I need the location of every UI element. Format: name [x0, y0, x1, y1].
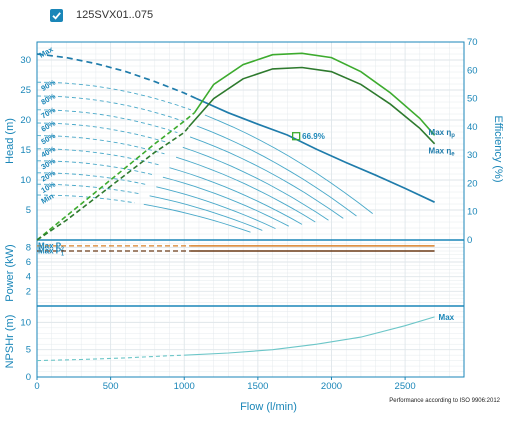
npshr-panel-frame: [36, 305, 465, 378]
speed-curve-label: 70%: [40, 105, 58, 120]
power-tick-label: 6: [26, 257, 31, 268]
speed-curve-dashed: [36, 109, 178, 134]
speed-curve-dashed: [36, 183, 141, 195]
max-head-curve-dashed: [36, 53, 197, 100]
npshr-axis-title: NPSHr (m): [4, 315, 16, 369]
x-tick-label: 1000: [174, 381, 195, 392]
head-tick-label: 30: [20, 55, 31, 66]
iso-footnote: Performance according to ISO 9906:2012: [389, 398, 500, 404]
head-tick-label: 25: [20, 85, 31, 96]
check-icon: [52, 12, 61, 20]
npshr-curve: [184, 316, 435, 356]
efficiency-max-curve: [193, 52, 436, 136]
speed-curve-dashed: [36, 172, 147, 185]
efficiency-max-label: Max ηp: [429, 128, 456, 139]
power-line-label: Max P2: [38, 241, 64, 252]
efficiency-max-curve-dashed: [36, 112, 196, 241]
efficiency-tick-label: 10: [467, 207, 478, 218]
max-speed-label: Max: [38, 44, 56, 60]
npshr-max-label: Max: [439, 313, 455, 322]
speed-curve-dashed: [36, 122, 171, 144]
speed-curve: [204, 114, 373, 214]
speed-curve: [149, 195, 263, 231]
npshr-tick-label: 0: [26, 372, 31, 383]
speed-curve-label: 80%: [40, 91, 58, 106]
npshr-curve-dashed: [36, 354, 185, 362]
top-bar: 125SVX01..075: [0, 0, 512, 32]
speed-curve-label: 40%: [40, 144, 58, 159]
speed-curve: [175, 156, 316, 223]
efficiency-tick-label: 40: [467, 122, 478, 133]
speed-curve-label: Min: [40, 191, 56, 205]
max-head-curve: [195, 97, 435, 203]
speed-curve: [156, 186, 276, 230]
efficiency-tick-label: 70: [467, 37, 478, 48]
x-tick-label: 2500: [395, 381, 416, 392]
efficiency-tick-label: 60: [467, 65, 478, 76]
npshr-tick-label: 10: [20, 317, 31, 328]
efficiency-tick-label: 20: [467, 178, 478, 189]
head-tick-label: 15: [20, 145, 31, 156]
head-axis-title: Head (m): [4, 118, 16, 164]
pump-select-checkbox[interactable]: [50, 9, 63, 22]
efficiency-nominal-label: Max ηe: [429, 146, 456, 157]
head-tick-label: 20: [20, 115, 31, 126]
speed-curve-dashed: [36, 160, 153, 175]
speed-curve: [189, 136, 344, 219]
speed-curve-dashed: [36, 194, 135, 204]
efficiency-tick-label: 50: [467, 94, 478, 105]
efficiency-axis-title: Efficiency (%): [492, 115, 504, 182]
x-tick-label: 500: [103, 381, 119, 392]
speed-curve: [182, 146, 329, 221]
power-tick-label: 2: [26, 286, 31, 297]
speed-curve-label: 30%: [40, 156, 58, 171]
speed-curve: [143, 203, 251, 233]
speed-curve-dashed: [36, 135, 165, 155]
x-tick-label: 2000: [321, 381, 342, 392]
head-grid: [36, 41, 465, 241]
bep-efficiency-label: 66.9%: [302, 132, 325, 141]
x-tick-label: 0: [34, 381, 39, 392]
x-axis-title: Flow (l/min): [240, 401, 297, 413]
speed-curve-dashed: [36, 95, 184, 122]
power-line-label: Max P1: [38, 247, 64, 258]
efficiency-nominal-curve-dashed: [36, 126, 190, 241]
power-grid: [36, 239, 465, 307]
head-tick-label: 5: [26, 205, 31, 216]
speed-curve: [162, 176, 290, 227]
efficiency-tick-label: 30: [467, 150, 478, 161]
head-tick-label: 10: [20, 175, 31, 186]
power-tick-label: 8: [26, 242, 31, 253]
speed-curve-label: 90%: [40, 77, 58, 92]
speed-curve-label: 60%: [40, 118, 58, 133]
power-axis-title: Power (kW): [4, 244, 16, 301]
speed-curve-dashed: [36, 81, 192, 111]
pump-model-label: 125SVX01..075: [76, 9, 154, 21]
efficiency-tick-label: 0: [467, 235, 472, 246]
speed-curve: [169, 167, 303, 225]
npshr-grid: [36, 305, 465, 378]
npshr-tick-label: 5: [26, 345, 31, 356]
efficiency-nominal-curve: [188, 66, 436, 145]
x-tick-label: 1500: [247, 381, 268, 392]
bep-marker: [291, 132, 301, 141]
power-tick-label: 4: [26, 272, 31, 283]
speed-curve: [196, 125, 357, 217]
